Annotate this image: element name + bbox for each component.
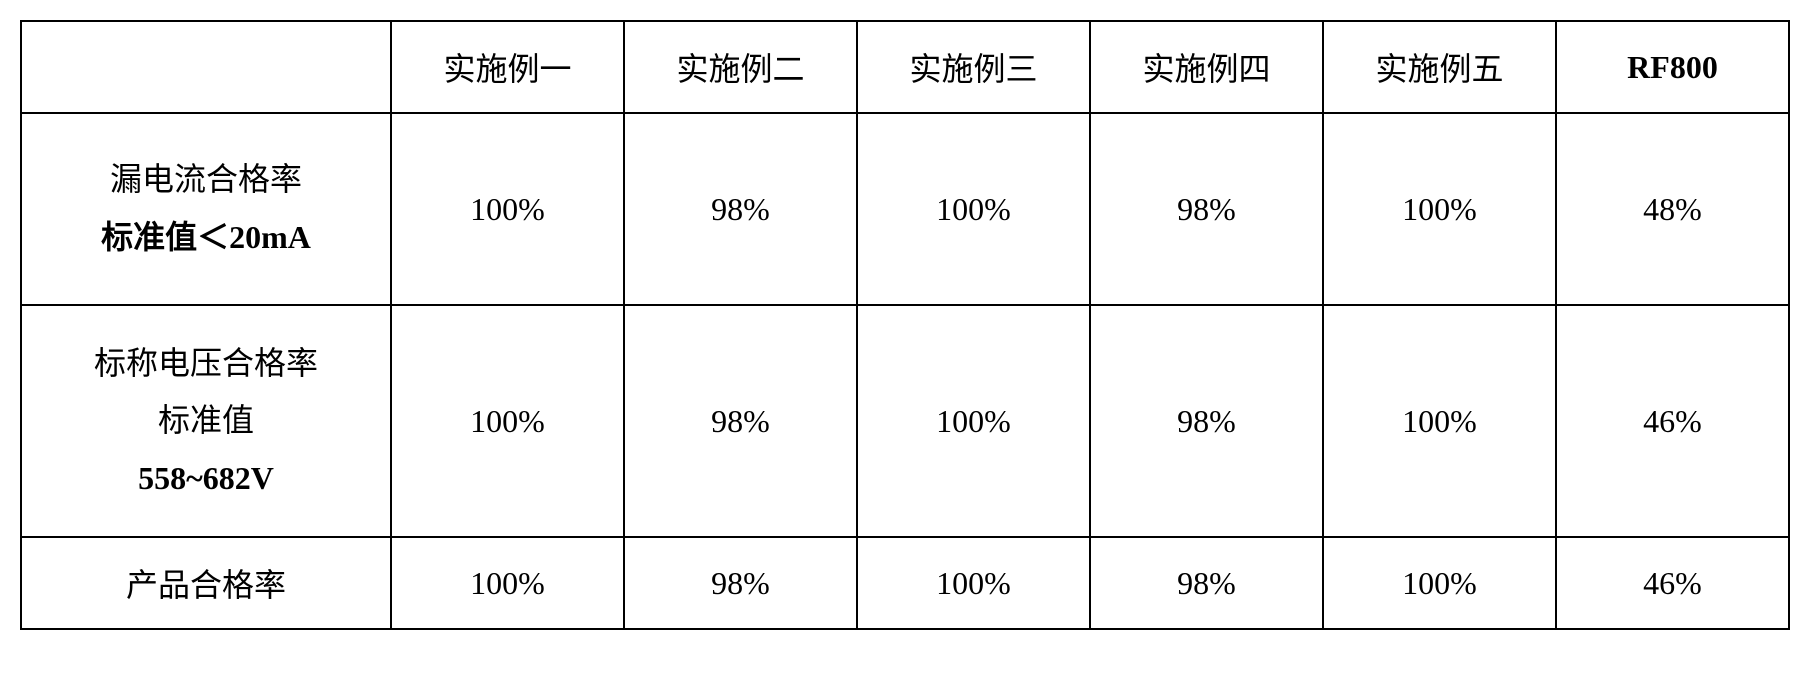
- header-cell: 实施例二: [624, 21, 857, 113]
- data-cell: 100%: [1323, 537, 1556, 629]
- row-label-cell: 漏电流合格率 标准值＜20mA: [21, 113, 391, 305]
- data-cell: 100%: [391, 537, 624, 629]
- data-cell: 46%: [1556, 305, 1789, 537]
- data-cell: 98%: [1090, 113, 1323, 305]
- data-table: 实施例一 实施例二 实施例三 实施例四 实施例五 RF800 漏电流合格率 标准…: [20, 20, 1790, 630]
- data-cell: 100%: [857, 305, 1090, 537]
- data-cell: 98%: [624, 113, 857, 305]
- header-cell-empty: [21, 21, 391, 113]
- table-row: 产品合格率 100% 98% 100% 98% 100% 46%: [21, 537, 1789, 629]
- header-cell-rf800: RF800: [1556, 21, 1789, 113]
- data-cell: 100%: [1323, 113, 1556, 305]
- data-cell: 98%: [1090, 305, 1323, 537]
- data-cell: 100%: [857, 537, 1090, 629]
- table-row: 标称电压合格率 标准值 558~682V 100% 98% 100% 98% 1…: [21, 305, 1789, 537]
- header-cell: 实施例一: [391, 21, 624, 113]
- row-label-line: 标称电压合格率: [94, 335, 318, 393]
- header-cell: 实施例五: [1323, 21, 1556, 113]
- data-cell: 48%: [1556, 113, 1789, 305]
- row-label-cell: 标称电压合格率 标准值 558~682V: [21, 305, 391, 537]
- data-cell: 100%: [857, 113, 1090, 305]
- data-cell: 46%: [1556, 537, 1789, 629]
- data-cell: 98%: [624, 305, 857, 537]
- data-cell: 98%: [624, 537, 857, 629]
- row-label: 标称电压合格率 标准值 558~682V: [22, 335, 390, 508]
- row-label-line: 558~682V: [138, 450, 274, 508]
- table-row: 漏电流合格率 标准值＜20mA 100% 98% 100% 98% 100% 4…: [21, 113, 1789, 305]
- row-label-cell: 产品合格率: [21, 537, 391, 629]
- row-label: 漏电流合格率 标准值＜20mA: [22, 151, 390, 266]
- row-label-line: 产品合格率: [126, 567, 286, 603]
- row-label-line: 标准值: [158, 392, 254, 450]
- data-cell: 98%: [1090, 537, 1323, 629]
- data-cell: 100%: [391, 113, 624, 305]
- data-cell: 100%: [391, 305, 624, 537]
- header-cell: 实施例三: [857, 21, 1090, 113]
- table-header-row: 实施例一 实施例二 实施例三 实施例四 实施例五 RF800: [21, 21, 1789, 113]
- header-cell: 实施例四: [1090, 21, 1323, 113]
- row-label-line: 标准值＜20mA: [101, 209, 311, 267]
- row-label-line: 漏电流合格率: [110, 151, 302, 209]
- data-cell: 100%: [1323, 305, 1556, 537]
